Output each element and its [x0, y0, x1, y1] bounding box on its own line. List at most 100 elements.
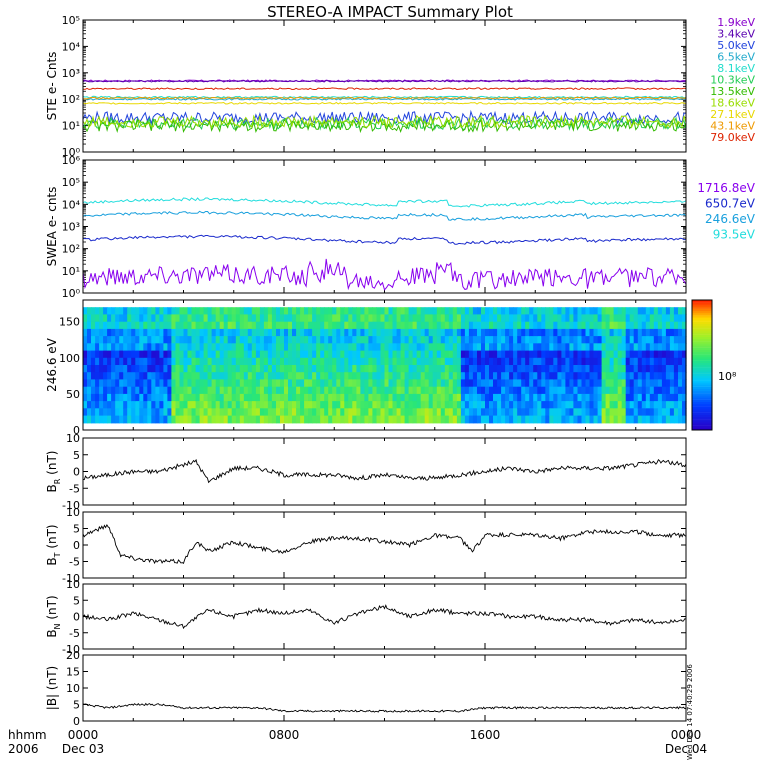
heatmap-cell [456, 401, 462, 409]
heatmap-cell [661, 393, 667, 402]
heatmap-cell [300, 401, 305, 409]
heatmap-cell [348, 343, 353, 352]
heatmap-cell [468, 336, 474, 344]
heatmap-cell [107, 307, 112, 315]
heatmap-cell [669, 343, 675, 352]
series-ste-2 [82, 109, 686, 126]
heatmap-cell [324, 343, 329, 352]
heatmap-cell [107, 365, 112, 373]
heatmap-cell [380, 415, 386, 424]
heatmap-cell [288, 372, 293, 380]
heatmap-cell [653, 321, 659, 330]
heatmap-cell [432, 350, 438, 359]
heatmap-cell [352, 379, 357, 388]
heatmap-cell [227, 408, 233, 417]
heatmap-cell [344, 386, 349, 395]
heatmap-cell [481, 336, 486, 344]
heatmap-cell [629, 357, 635, 366]
heatmap-cell [593, 336, 599, 344]
heatmap-cell [464, 408, 470, 417]
heatmap-cell [356, 328, 361, 337]
heatmap-cell [400, 401, 406, 409]
heatmap-cell [521, 328, 526, 337]
heatmap-cell [412, 379, 418, 388]
heatmap-cell [384, 372, 390, 380]
heatmap-cell [678, 336, 683, 344]
heatmap-cell [259, 321, 265, 330]
heatmap-cell [332, 343, 337, 352]
heatmap-cell [553, 314, 558, 323]
heatmap-cell [569, 307, 574, 315]
heatmap-cell [678, 408, 683, 417]
heatmap-cell [472, 314, 478, 323]
heatmap-cell [119, 357, 124, 366]
heatmap-cell [167, 379, 172, 388]
heatmap-cell [368, 386, 373, 395]
heatmap-cell [396, 415, 402, 424]
heatmap-cell [456, 343, 462, 352]
heatmap-cell [115, 343, 120, 352]
heatmap-cell [131, 343, 136, 352]
heatmap-cell [501, 307, 506, 315]
heatmap-cell [235, 372, 241, 380]
heatmap-cell [259, 307, 265, 315]
heatmap-cell [348, 307, 353, 315]
heatmap-cell [139, 336, 144, 344]
colorbar-segment [692, 341, 712, 344]
legend-swea-1: 650.7eV [705, 197, 756, 211]
heatmap-cell [147, 307, 152, 315]
heatmap-cell [127, 314, 132, 323]
heatmap-cell [147, 357, 152, 366]
heatmap-cell [87, 343, 92, 352]
heatmap-cell [537, 321, 542, 330]
heatmap-cell [420, 350, 426, 359]
heatmap-cell [456, 357, 462, 366]
heatmap-cell [625, 307, 631, 315]
heatmap-cell [155, 393, 160, 402]
heatmap-cell [509, 328, 514, 337]
heatmap-cell [288, 343, 293, 352]
heatmap-cell [440, 314, 446, 323]
heatmap-cell [171, 408, 176, 417]
heatmap-cell [284, 357, 289, 366]
heatmap-cell [436, 393, 442, 402]
colorbar-segment [692, 417, 712, 420]
heatmap-cell [505, 328, 510, 337]
heatmap-cell [115, 350, 120, 359]
heatmap-cell [420, 372, 426, 380]
heatmap-cell [111, 408, 116, 417]
heatmap-cell [541, 408, 546, 417]
heatmap-cell [525, 379, 530, 388]
heatmap-cell [316, 357, 321, 366]
heatmap-cell [199, 357, 205, 366]
heatmap-cell [163, 357, 168, 366]
heatmap-cell [183, 350, 189, 359]
heatmap-cell [203, 307, 209, 315]
heatmap-cell [400, 357, 406, 366]
heatmap-cell [525, 328, 530, 337]
heatmap-cell [336, 393, 341, 402]
heatmap-cell [649, 393, 655, 402]
heatmap-cell [159, 408, 164, 417]
ylabel-bmag: |B| (nT) [45, 666, 59, 710]
heatmap-cell [91, 393, 96, 402]
heatmap-cell [300, 343, 305, 352]
heatmap-cell [678, 307, 683, 315]
heatmap-cell [263, 314, 269, 323]
heatmap-cell [364, 415, 369, 424]
heatmap-cell [131, 408, 136, 417]
heatmap-cell [231, 307, 237, 315]
heatmap-cell [191, 386, 197, 395]
heatmap-cell [215, 386, 221, 395]
heatmap-cell [292, 328, 297, 337]
heatmap-cell [468, 408, 474, 417]
heatmap-cell [344, 336, 349, 344]
heatmap-cell [541, 350, 546, 359]
heatmap-cell [645, 321, 651, 330]
heatmap-cell [436, 328, 442, 337]
heatmap-cell [227, 379, 233, 388]
heatmap-cell [215, 415, 221, 424]
heatmap-cell [432, 321, 438, 330]
heatmap-cell [533, 415, 538, 424]
